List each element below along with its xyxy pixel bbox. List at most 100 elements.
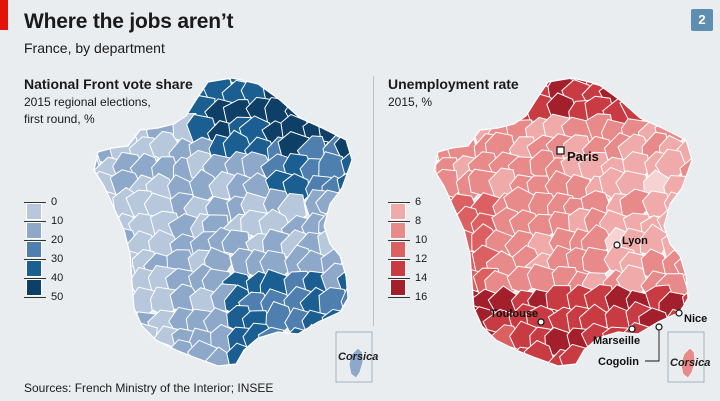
right-map-france: [433, 77, 693, 367]
department-area: [110, 78, 146, 87]
department-area: [434, 175, 445, 208]
city-nice: Nice: [675, 309, 707, 325]
department-area: [434, 117, 442, 149]
legend-label: 30: [51, 253, 64, 265]
department-area: [131, 78, 164, 111]
department-area: [94, 117, 119, 150]
department-area: [661, 78, 692, 87]
department-area: [280, 78, 313, 96]
department-area: [490, 78, 522, 92]
legend-label: 20: [51, 234, 64, 246]
chart-number-badge: 2: [691, 9, 713, 31]
left-corsica-inset: Corsica: [335, 331, 378, 383]
legend-tick: [388, 240, 410, 241]
department-area: [434, 345, 462, 366]
department-area: [112, 326, 147, 359]
legend-swatch-0: [26, 203, 42, 220]
department-area: [639, 78, 671, 92]
department-area: [257, 78, 291, 86]
city-paris: Paris: [556, 146, 599, 164]
department-area: [323, 322, 352, 355]
department-area: [96, 94, 127, 125]
department-area: [94, 250, 101, 281]
city-toulouse: Toulouse: [490, 308, 545, 326]
legend-swatch-3: [26, 260, 42, 277]
legend-tick: [388, 259, 410, 260]
city-label-lyon: Lyon: [622, 235, 648, 247]
legend-tick: [24, 259, 46, 260]
department-area: [434, 325, 448, 357]
department-area: [112, 93, 145, 125]
department-area: [637, 341, 671, 366]
page-subtitle: France, by department: [24, 40, 165, 56]
department-area: [94, 190, 101, 219]
right-corsica-label: Corsica: [670, 357, 710, 369]
left-panel-subtitle-1: 2015 regional elections,: [24, 95, 151, 109]
panel-divider: [373, 76, 374, 326]
department-area: [675, 186, 692, 223]
left-panel-subtitle-2: first round, %: [24, 112, 95, 126]
department-area: [464, 78, 498, 92]
legend-label: 40: [51, 272, 64, 284]
legend-swatch-4: [390, 279, 406, 296]
right-legend: 6 8 10 12 14 16: [388, 196, 448, 316]
department-area: [95, 323, 126, 354]
department-area: [132, 341, 160, 366]
department-area: [504, 78, 536, 91]
city-label-nice: Nice: [684, 313, 707, 325]
department-area: [434, 194, 445, 227]
department-area: [94, 229, 121, 259]
department-area: [434, 321, 462, 354]
department-area: [94, 283, 106, 318]
legend-label: 14: [415, 272, 428, 284]
department-area: [683, 176, 692, 208]
city-marseille: Marseille: [593, 325, 640, 347]
department-area: [94, 213, 107, 243]
legend-swatch-2: [390, 241, 406, 258]
city-label-cogolin: Cogolin: [598, 356, 639, 368]
department-area: [620, 78, 652, 92]
left-map-france: [93, 77, 353, 367]
department-area: [469, 96, 502, 130]
department-area: [618, 78, 651, 108]
department-area: [434, 115, 468, 146]
department-area: [94, 303, 105, 336]
department-area: [324, 94, 352, 126]
legend-swatch-0: [390, 203, 406, 220]
left-panel-title: National Front vote share: [24, 76, 193, 92]
department-area: [94, 339, 105, 366]
department-area: [340, 287, 352, 321]
department-area: [434, 344, 448, 366]
department-area: [336, 78, 352, 92]
department-area: [469, 340, 499, 366]
department-area: [94, 79, 119, 110]
department-area: [94, 227, 103, 262]
department-area: [434, 228, 440, 260]
source-note: Sources: French Ministry of the Interior…: [24, 381, 274, 395]
department-area: [304, 337, 336, 366]
department-area: [94, 117, 106, 150]
department-area: [451, 78, 484, 91]
department-area: [260, 341, 294, 366]
department-area: [320, 78, 352, 89]
department-area: [94, 99, 102, 129]
department-area: [339, 190, 352, 222]
department-area: [434, 251, 450, 285]
department-area: [339, 214, 352, 247]
legend-swatch-1: [390, 222, 406, 239]
department-area: [245, 347, 277, 366]
department-area: [126, 99, 160, 129]
legend-swatch-1: [26, 222, 42, 239]
department-area: [171, 78, 203, 94]
department-area: [94, 287, 123, 318]
legend-label: 50: [51, 291, 64, 303]
legend-tick: [24, 278, 46, 279]
department-area: [434, 266, 462, 295]
page-title: Where the jobs aren’t: [24, 10, 234, 33]
department-area: [300, 78, 331, 87]
department-area: [639, 80, 671, 110]
legend-label: 16: [415, 291, 428, 303]
right-panel-subtitle: 2015, %: [388, 95, 433, 109]
city-lyon: Lyon: [613, 235, 648, 249]
department-area: [657, 78, 686, 108]
